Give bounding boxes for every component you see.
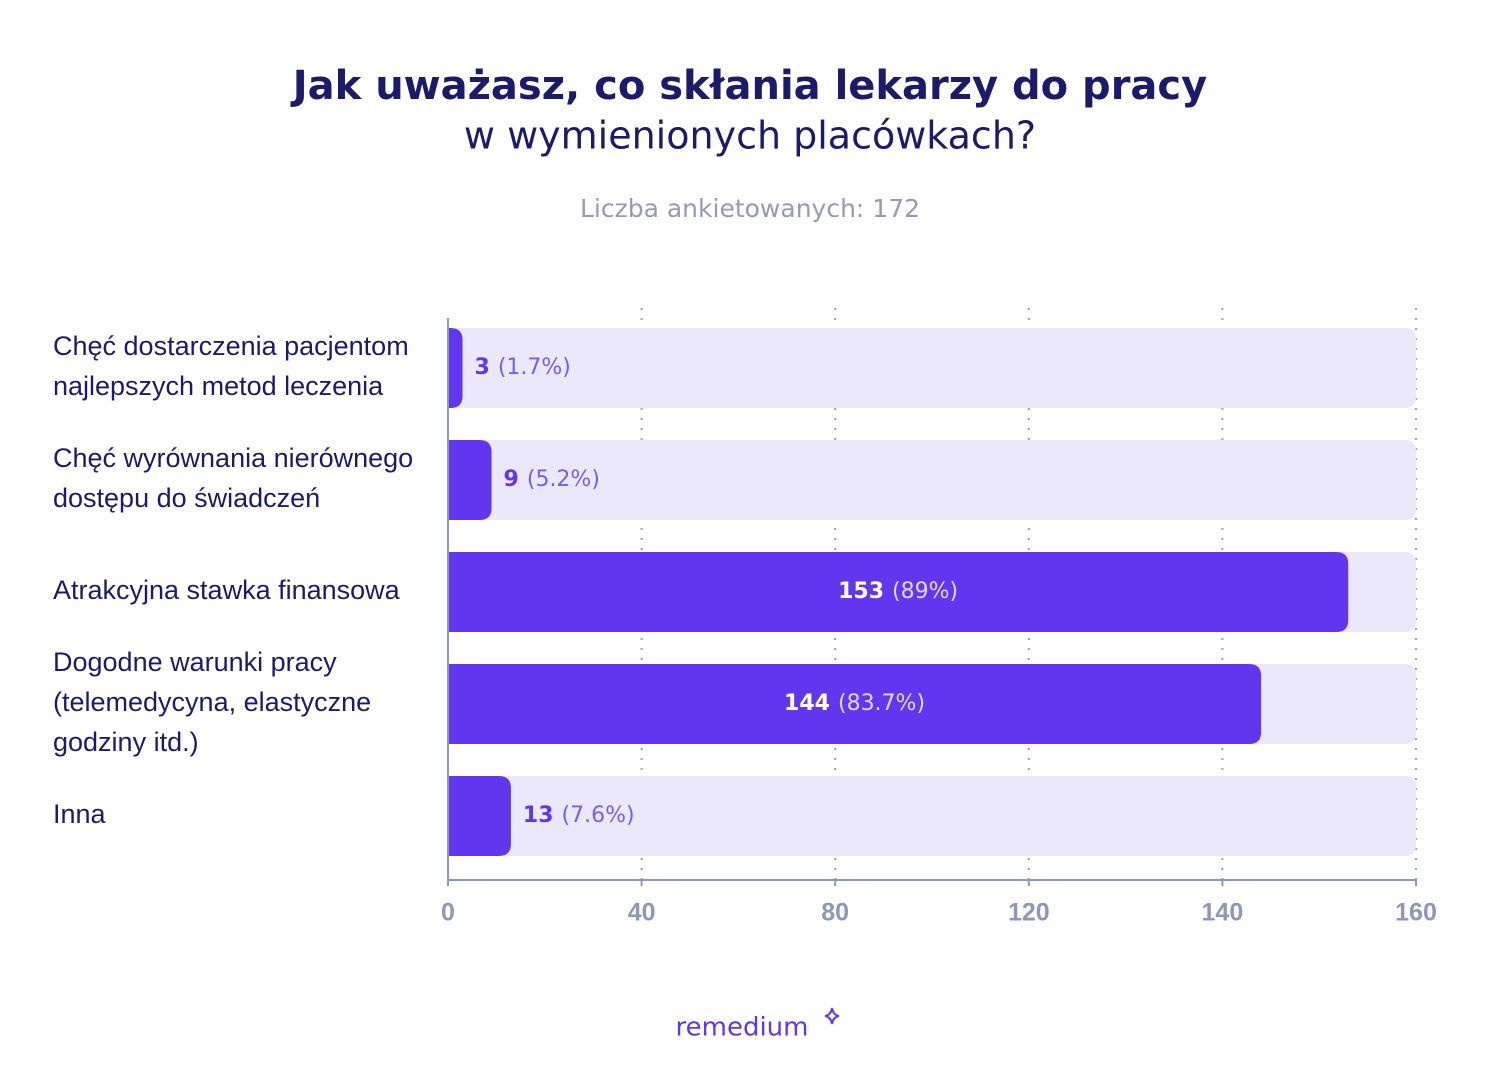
x-tick-label: 140 <box>1202 899 1244 927</box>
x-tick-label: 120 <box>1008 899 1050 927</box>
bar <box>448 664 1262 744</box>
category-line: Chęć wyrównania nierównego <box>53 443 413 473</box>
x-tick-label: 160 <box>1395 899 1437 927</box>
category-line: godziny itd.) <box>53 727 199 757</box>
data-label-value: 9 <box>504 467 519 492</box>
data-label: 13 (7.6%) <box>523 803 635 828</box>
x-tick-label: 80 <box>821 899 849 927</box>
data-label-value: 13 <box>523 803 554 828</box>
category-line: dostępu do świadczeń <box>53 483 320 513</box>
bar-track <box>448 328 1416 408</box>
data-label-value: 144 <box>784 691 830 716</box>
category-line: (telemedycyna, elastyczne <box>53 687 371 717</box>
category-label: Chęć dostarczenia pacjentom najlepszych m… <box>53 331 409 401</box>
bar <box>448 328 463 408</box>
category-label: Atrakcyjna stawka finansowa <box>53 575 401 605</box>
chart-subtitle: w wymienionych placówkach? <box>464 114 1036 158</box>
category-label: Inna <box>53 799 107 829</box>
category-label: Dogodne warunki pracy (telemedycyna, elas… <box>53 647 371 757</box>
category-line: Dogodne warunki pracy <box>53 647 337 677</box>
brand: remedium <box>676 1013 809 1043</box>
bar <box>448 776 511 856</box>
data-label: 153 (89%) <box>838 579 958 604</box>
data-label-value: 153 <box>838 579 884 604</box>
chart-title: Jak uważasz, co skłania lekarzy do pracy <box>290 63 1207 109</box>
bar-track <box>448 776 1416 856</box>
brand-icon <box>824 1007 840 1025</box>
data-label-value: 3 <box>475 355 490 380</box>
data-label-percent: (89%) <box>892 579 958 604</box>
data-label: 144 (83.7%) <box>784 691 925 716</box>
category-label: Chęć wyrównania nierównego dostępu do świ… <box>53 443 413 513</box>
data-label-percent: (7.6%) <box>562 803 635 828</box>
x-tick-label: 40 <box>628 899 656 927</box>
bar-track <box>448 440 1416 520</box>
data-label: 3 (1.7%) <box>475 355 571 380</box>
x-tick-label: 0 <box>441 899 455 927</box>
data-label-percent: (83.7%) <box>838 691 925 716</box>
category-line: najlepszych metod leczenia <box>53 371 384 401</box>
data-label-percent: (5.2%) <box>527 467 600 492</box>
category-line: Atrakcyjna stawka finansowa <box>53 575 401 605</box>
data-label-percent: (1.7%) <box>498 355 571 380</box>
bar <box>448 552 1349 632</box>
note: Liczba ankietowanych: 172 <box>580 194 920 223</box>
category-line: Chęć dostarczenia pacjentom <box>53 331 409 361</box>
bar <box>448 440 492 520</box>
category-line: Inna <box>53 799 107 829</box>
data-label: 9 (5.2%) <box>504 467 600 492</box>
